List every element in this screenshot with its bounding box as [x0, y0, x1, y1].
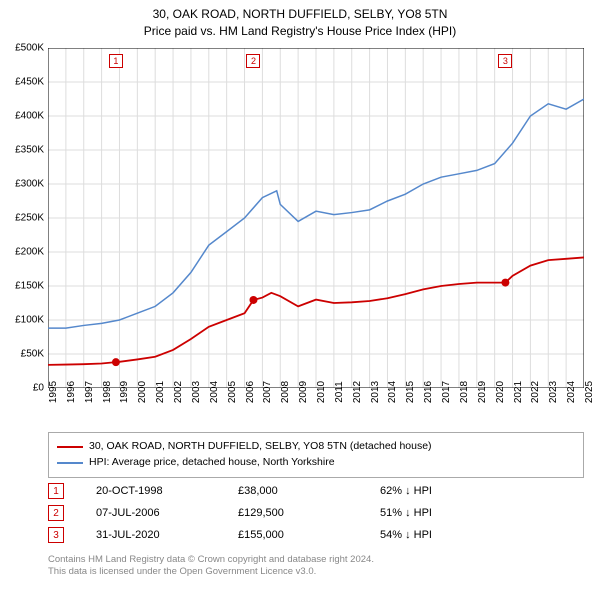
chart-marker-box: 1 [109, 54, 123, 68]
chart-area: 1 2 3 [48, 48, 584, 388]
y-tick-label: £50K [21, 349, 44, 360]
x-tick-label: 2003 [191, 381, 202, 403]
data-point-marker [501, 279, 509, 287]
marker-pct: 54% ↓ HPI [380, 529, 490, 541]
x-tick-label: 1995 [48, 381, 59, 403]
y-tick-label: £250K [15, 213, 44, 224]
y-tick-label: £500K [15, 43, 44, 54]
x-tick-label: 2015 [405, 381, 416, 403]
marker-number-box: 3 [48, 527, 64, 543]
y-axis-labels: £0£50K£100K£150K£200K£250K£300K£350K£400… [0, 48, 46, 388]
marker-date: 07-JUL-2006 [96, 507, 206, 519]
legend-row: 30, OAK ROAD, NORTH DUFFIELD, SELBY, YO8… [57, 439, 575, 455]
marker-row: 2 07-JUL-2006 £129,500 51% ↓ HPI [48, 502, 584, 524]
x-tick-label: 2018 [459, 381, 470, 403]
legend-swatch [57, 462, 83, 464]
x-tick-label: 2021 [513, 381, 524, 403]
x-axis-labels: 1995199619971998199920002001200220032004… [48, 390, 584, 430]
y-tick-label: £300K [15, 179, 44, 190]
legend-swatch [57, 446, 83, 448]
chart-container: 30, OAK ROAD, NORTH DUFFIELD, SELBY, YO8… [0, 0, 600, 590]
footer-note: Contains HM Land Registry data © Crown c… [48, 554, 584, 579]
x-tick-label: 2011 [334, 381, 345, 403]
marker-row: 3 31-JUL-2020 £155,000 54% ↓ HPI [48, 524, 584, 546]
marker-number-box: 1 [48, 483, 64, 499]
legend-box: 30, OAK ROAD, NORTH DUFFIELD, SELBY, YO8… [48, 432, 584, 478]
data-point-marker [249, 296, 257, 304]
marker-number-box: 2 [48, 505, 64, 521]
x-tick-label: 2006 [245, 381, 256, 403]
x-tick-label: 2017 [441, 381, 452, 403]
marker-pct: 51% ↓ HPI [380, 507, 490, 519]
y-tick-label: £350K [15, 145, 44, 156]
x-tick-label: 1999 [119, 381, 130, 403]
x-tick-label: 1996 [66, 381, 77, 403]
x-tick-label: 2001 [155, 381, 166, 403]
x-tick-label: 2025 [584, 381, 595, 403]
x-tick-label: 2016 [423, 381, 434, 403]
footer-line1: Contains HM Land Registry data © Crown c… [48, 554, 584, 566]
x-tick-label: 2000 [137, 381, 148, 403]
y-tick-label: £400K [15, 111, 44, 122]
x-tick-label: 2008 [280, 381, 291, 403]
data-point-marker [112, 358, 120, 366]
marker-row: 1 20-OCT-1998 £38,000 62% ↓ HPI [48, 480, 584, 502]
x-tick-label: 2005 [227, 381, 238, 403]
legend-label: HPI: Average price, detached house, Nort… [89, 455, 335, 471]
y-tick-label: £200K [15, 247, 44, 258]
markers-table: 1 20-OCT-1998 £38,000 62% ↓ HPI 2 07-JUL-2006… [48, 480, 584, 546]
y-tick-label: £150K [15, 281, 44, 292]
x-tick-label: 1997 [84, 381, 95, 403]
x-tick-label: 2024 [566, 381, 577, 403]
x-tick-label: 2019 [477, 381, 488, 403]
title-line1: 30, OAK ROAD, NORTH DUFFIELD, SELBY, YO8… [0, 6, 600, 23]
x-tick-label: 2022 [530, 381, 541, 403]
marker-date: 20-OCT-1998 [96, 485, 206, 497]
x-tick-label: 2007 [262, 381, 273, 403]
chart-marker-box: 3 [498, 54, 512, 68]
legend-row: HPI: Average price, detached house, Nort… [57, 455, 575, 471]
x-tick-label: 1998 [102, 381, 113, 403]
marker-price: £155,000 [238, 529, 348, 541]
chart-svg [48, 48, 584, 388]
x-tick-label: 2014 [387, 381, 398, 403]
title-block: 30, OAK ROAD, NORTH DUFFIELD, SELBY, YO8… [0, 0, 600, 40]
title-line2: Price paid vs. HM Land Registry's House … [0, 23, 600, 40]
x-tick-label: 2002 [173, 381, 184, 403]
legend-label: 30, OAK ROAD, NORTH DUFFIELD, SELBY, YO8… [89, 439, 432, 455]
x-tick-label: 2004 [209, 381, 220, 403]
y-tick-label: £0 [33, 383, 44, 394]
x-tick-label: 2010 [316, 381, 327, 403]
y-tick-label: £100K [15, 315, 44, 326]
x-tick-label: 2020 [495, 381, 506, 403]
x-tick-label: 2013 [370, 381, 381, 403]
marker-price: £129,500 [238, 507, 348, 519]
chart-marker-box: 2 [246, 54, 260, 68]
footer-line2: This data is licensed under the Open Gov… [48, 566, 584, 578]
x-tick-label: 2023 [548, 381, 559, 403]
x-tick-label: 2009 [298, 381, 309, 403]
marker-price: £38,000 [238, 485, 348, 497]
marker-date: 31-JUL-2020 [96, 529, 206, 541]
y-tick-label: £450K [15, 77, 44, 88]
marker-pct: 62% ↓ HPI [380, 485, 490, 497]
x-tick-label: 2012 [352, 381, 363, 403]
